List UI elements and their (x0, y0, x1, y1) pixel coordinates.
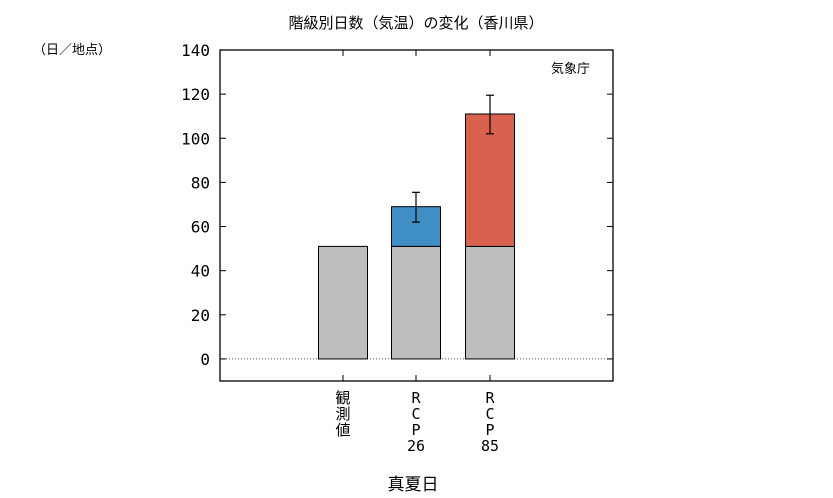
y-tick-label: 80 (191, 173, 210, 192)
y-tick-label: 140 (181, 41, 210, 60)
bar-segment (391, 245, 441, 360)
x-tick-label: 26 (407, 437, 425, 455)
x-axis-label: 真夏日 (388, 475, 439, 495)
x-tick-label: P (485, 421, 494, 439)
y-tick-label: 0 (200, 350, 210, 369)
y-tick-label: 100 (181, 129, 210, 148)
x-tick-label: 値 (335, 421, 350, 439)
y-tick-label: 120 (181, 85, 210, 104)
y-tick-label: 20 (191, 306, 210, 325)
y-tick-label: 60 (191, 218, 210, 237)
x-tick-label: R (411, 389, 421, 407)
y-unit-label: （日／地点） (33, 43, 111, 58)
x-tick-label: C (411, 405, 420, 423)
bar-segment (465, 245, 515, 360)
x-tick-label: 観 (335, 389, 350, 407)
bar-segment (318, 245, 368, 360)
source-label: 気象庁 (551, 61, 590, 77)
x-tick-label: R (485, 389, 495, 407)
chart-title: 階級別日数（気温）の変化（香川県） (288, 14, 543, 32)
x-tick-label: 測 (335, 405, 350, 423)
x-tick-label: 85 (481, 437, 499, 455)
plot-frame (219, 49, 614, 382)
y-tick-label: 40 (191, 262, 210, 281)
x-tick-label: C (485, 405, 494, 423)
x-tick-label: P (411, 421, 420, 439)
